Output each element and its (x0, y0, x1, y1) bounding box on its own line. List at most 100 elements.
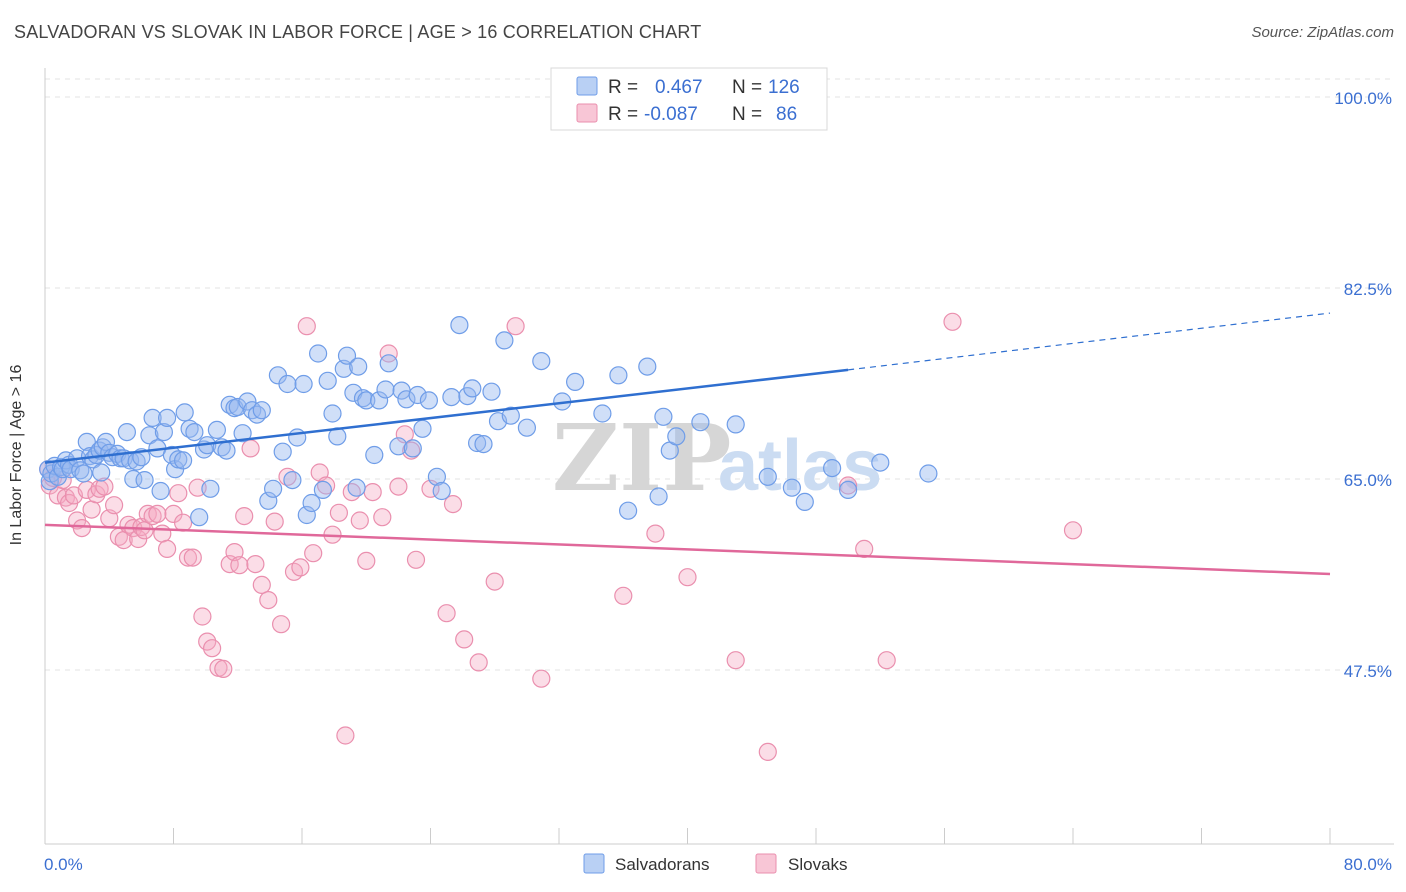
salvadoran-point (365, 445, 384, 465)
slovak-point (82, 500, 101, 519)
axes (44, 68, 1394, 845)
slovak-point (203, 639, 222, 658)
slovak-point (230, 556, 249, 575)
salvadoran-point (370, 391, 389, 410)
salvadoran-point (185, 423, 204, 442)
salvadoran-point (468, 433, 487, 453)
salvadoran-point (264, 479, 283, 498)
salvadoran-point (323, 404, 342, 423)
slovak-point (104, 496, 124, 515)
salvadoran-point (691, 413, 710, 432)
salvadoran-point (565, 372, 585, 391)
salvadoran-point (838, 480, 858, 499)
salvadoran-point (337, 346, 357, 365)
slovak-point (291, 558, 310, 577)
salvadoran-point (283, 471, 302, 490)
salvadoran-point (92, 463, 111, 482)
salvadoran-point (654, 407, 673, 426)
salvadoran-point (442, 388, 461, 407)
legend-r-label-0: R = (608, 77, 638, 98)
salvadoran-point (238, 392, 257, 411)
slovak-point (193, 607, 212, 626)
slovak-point (838, 476, 858, 495)
salvadoran-point (278, 374, 297, 394)
slovak-point (726, 651, 745, 670)
tick-labels: 100.0% 82.5% 65.0% 47.5% 0.0% 80.0% (44, 89, 1392, 874)
slovak-point (363, 483, 382, 502)
salvadoran-point (117, 423, 137, 442)
slovak-point (158, 539, 177, 559)
slovak-point (485, 572, 504, 591)
salvadoran-point (822, 459, 842, 478)
salvadoran-point (349, 357, 368, 376)
salvadoran-point (353, 389, 373, 408)
salvadoran-point (517, 418, 537, 437)
slovak-point (220, 554, 239, 574)
bottom-legend-label-salvadorans: Salvadorans (615, 855, 710, 874)
salvadoran-point (419, 391, 438, 410)
y-tick-label: 65.0% (1344, 471, 1392, 490)
salvadoran-point (259, 491, 278, 510)
salvadoran-point (96, 432, 116, 451)
slovak-point (646, 524, 665, 543)
slovak-point (389, 477, 408, 496)
slovak-point (1063, 521, 1083, 540)
salvadoran-point (309, 344, 328, 363)
bottom-legend-label-slovaks: Slovaks (788, 855, 848, 874)
slovak-point (379, 344, 398, 363)
salvadoran-point (207, 420, 226, 439)
slovak-point (336, 726, 355, 745)
salvadoran-point (795, 492, 814, 511)
slovak-point (443, 495, 463, 514)
salvadoran-point (638, 357, 657, 376)
legend-swatch-slovaks (576, 103, 598, 123)
watermark-atlas: atlas (718, 426, 882, 506)
slovak-point (329, 503, 348, 522)
slovak-point (506, 317, 525, 336)
salvadoran-point (495, 331, 514, 350)
salvadoran-point (782, 478, 802, 497)
slovak-point (758, 742, 777, 762)
legend-r-value-0: 0.467 (655, 77, 703, 98)
slovak-point (455, 630, 474, 649)
salvadoran-point (228, 397, 247, 417)
slovak-point (278, 467, 297, 486)
slovak-point (259, 590, 278, 610)
legend-n-value-0: 126 (768, 77, 800, 98)
salvadoran-point (726, 415, 745, 434)
salvadoran-point (217, 441, 236, 460)
salvadoran-point (143, 408, 162, 427)
bottom-legend-swatch-slovaks (755, 853, 777, 874)
slovak-point (877, 651, 896, 670)
salvadoran-point (140, 426, 159, 445)
slovak-point (178, 548, 198, 567)
salvadoran-point (413, 419, 432, 438)
salvadoran-point (273, 442, 292, 461)
watermark-zip: ZIP (552, 404, 731, 512)
salvadoran-point (618, 501, 638, 520)
slovak-point (357, 551, 376, 571)
salvadoran-point (389, 437, 408, 456)
slovak-point (943, 312, 962, 331)
slovak-point (235, 506, 254, 526)
salvadoran-point (347, 478, 366, 497)
slovak-point (532, 669, 551, 688)
legend-n-label-0: N = (732, 77, 762, 98)
data-points (39, 312, 1083, 762)
chart-title: SALVADORAN VS SLOVAK IN LABOR FORCE | AG… (14, 22, 702, 42)
salvadoran-point (919, 464, 938, 483)
salvadoran-point (758, 467, 777, 486)
salvadoran-point (357, 391, 376, 410)
slovak-point (265, 512, 284, 531)
salvadoran-point (397, 390, 416, 409)
salvadoran-point (474, 435, 493, 454)
bottom-legend-swatch-salvadorans (583, 853, 605, 874)
salvadoran-point (532, 352, 551, 371)
salvadoran-point (135, 471, 154, 490)
salvadoran-point (871, 453, 890, 472)
slovak-point (246, 554, 265, 574)
legend-r-label-1: R = (608, 104, 638, 125)
salvadoran-point (376, 380, 395, 399)
salvadoran-point (593, 404, 612, 423)
